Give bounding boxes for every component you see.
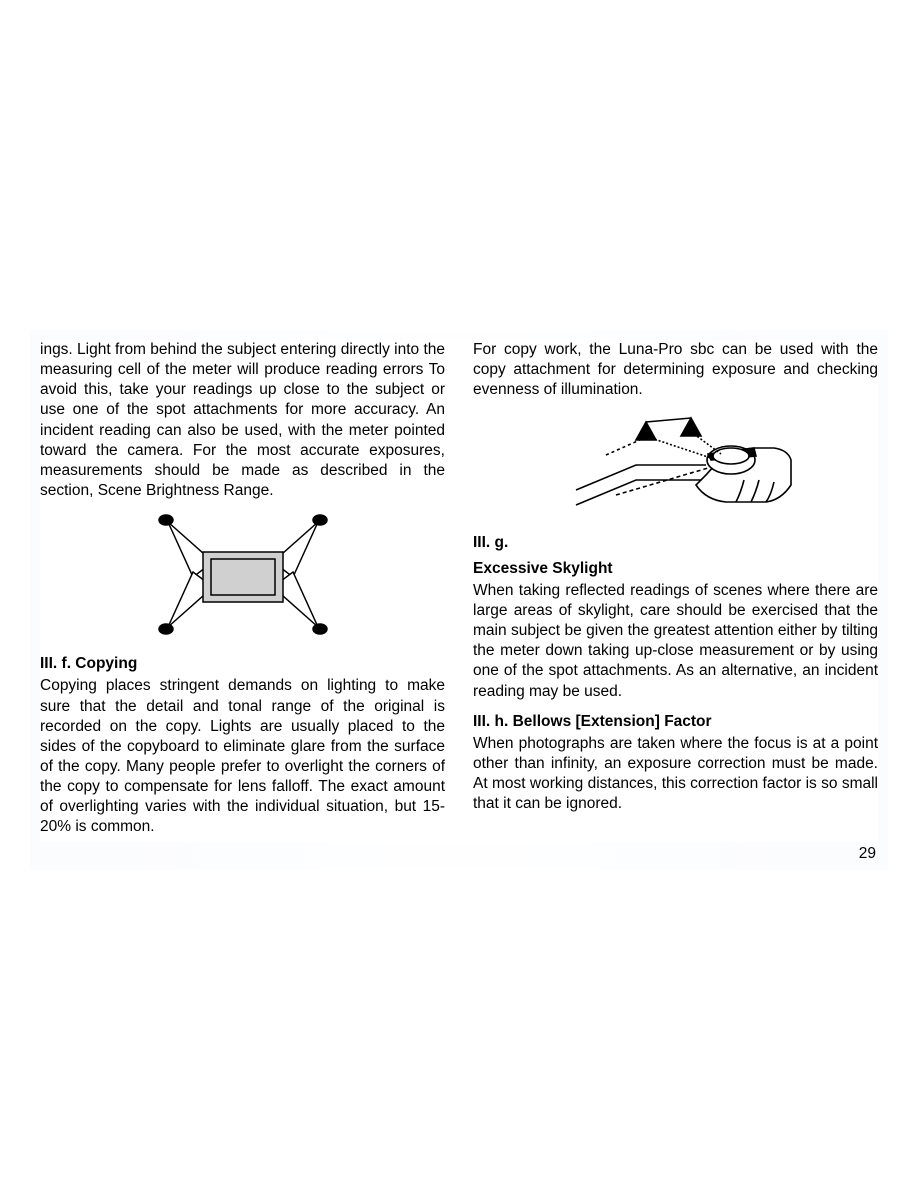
page-content: ings. Light from behind the subject ente… [40, 340, 878, 842]
hand-meter-svg [556, 410, 796, 520]
right-column: For copy work, the Luna-Pro sbc can be u… [473, 340, 878, 842]
left-column: ings. Light from behind the subject ente… [40, 340, 445, 842]
section-h-body: When photographs are taken where the foc… [473, 734, 878, 815]
right-intro-paragraph: For copy work, the Luna-Pro sbc can be u… [473, 340, 878, 400]
section-f-body: Copying places stringent demands on ligh… [40, 676, 445, 837]
copying-diagram [143, 507, 343, 648]
page-number: 29 [859, 845, 876, 863]
section-g-heading-block: III. g. Excessive Skylight [473, 533, 878, 579]
hand-meter-diagram [556, 410, 796, 526]
copying-diagram-container [40, 507, 445, 648]
copyboard-lights-svg [143, 507, 343, 642]
section-g-body: When taking reflected readings of scenes… [473, 581, 878, 702]
section-g-title: Excessive Skylight [473, 559, 878, 579]
section-h-heading: III. h. Bellows [Extension] Factor [473, 712, 878, 732]
section-g-prefix: III. g. [473, 533, 878, 553]
left-intro-paragraph: ings. Light from behind the subject ente… [40, 340, 445, 501]
hand-diagram-container [473, 406, 878, 526]
section-f-heading: III. f. Copying [40, 654, 445, 674]
